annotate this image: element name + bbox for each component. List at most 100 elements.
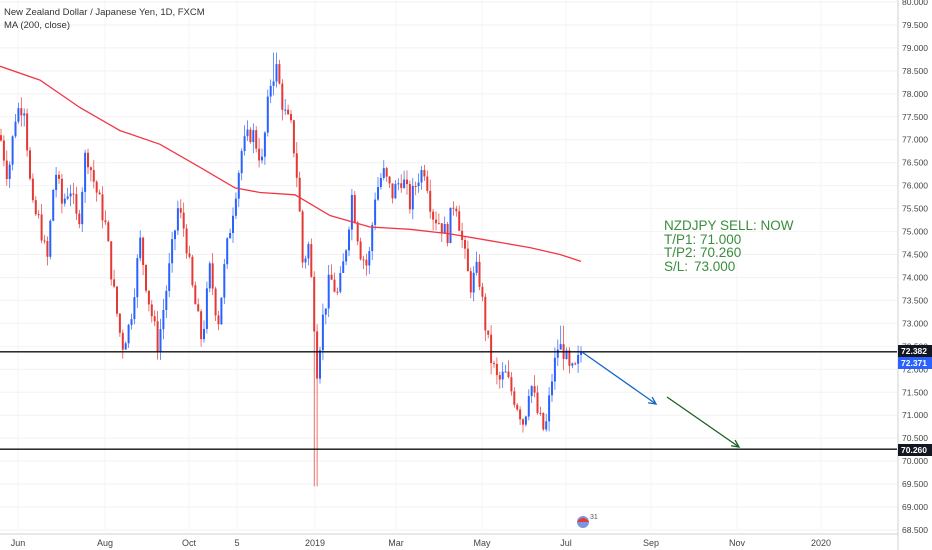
candle-body — [46, 241, 49, 257]
candle-body — [568, 350, 571, 366]
candle-body — [156, 321, 159, 353]
candle-body — [14, 121, 17, 137]
candle-body — [426, 176, 429, 191]
y-tick-label: 74.500 — [902, 250, 928, 260]
candle-body — [266, 96, 269, 133]
candle-body — [58, 174, 60, 179]
candle-body — [223, 264, 226, 298]
candle-body — [374, 199, 377, 225]
symbol-title[interactable]: New Zealand Dollar / Japanese Yen, 1D, F… — [4, 7, 205, 18]
candle-body — [130, 319, 133, 325]
chart-legend: New Zealand Dollar / Japanese Yen, 1D, F… — [4, 6, 205, 32]
candle-body — [339, 272, 342, 292]
candle-body — [310, 244, 313, 277]
price-label: 70.260 — [898, 444, 932, 456]
candle-body — [574, 363, 577, 365]
candle-body — [203, 328, 205, 340]
candle-body — [501, 371, 504, 380]
candle-body — [150, 304, 153, 317]
candle-body — [249, 129, 252, 143]
candle-body — [174, 230, 176, 240]
candle-body — [371, 224, 374, 252]
time-axis[interactable]: Jun Aug Oct 5 2019 Mar May Jul Sep Nov 2020 — [0, 533, 898, 548]
x-tick-label: Jul — [560, 538, 572, 548]
candle-body — [516, 404, 519, 410]
signal-line-4: S/L: 73.000 — [664, 259, 794, 274]
ma-200-line — [0, 65, 582, 263]
x-tick-label: Jun — [11, 538, 26, 548]
horizontal-lines[interactable] — [0, 351, 897, 450]
y-tick-label: 79.000 — [902, 43, 928, 53]
candle-body — [417, 182, 420, 187]
candle-body — [0, 135, 2, 141]
candle-body — [281, 83, 284, 110]
candle-body — [49, 220, 52, 257]
candle-body — [17, 108, 20, 122]
candle-body — [495, 363, 498, 376]
y-tick-label: 71.000 — [902, 410, 928, 420]
candle-body — [60, 178, 63, 204]
candle-body — [8, 164, 11, 179]
candle-body — [165, 290, 168, 311]
candle-body — [542, 413, 545, 430]
signal-line-1: NZDJPY SELL: NOW — [664, 218, 794, 233]
candle-body — [246, 129, 249, 137]
candle-body — [43, 240, 46, 242]
y-tick-label: 76.500 — [902, 158, 928, 168]
candle-body — [408, 184, 411, 210]
candle-body — [475, 261, 478, 273]
trade-signal-note[interactable]: NZDJPY SELL: NOW T/P1: 71.000 T/P2: 70.2… — [664, 219, 794, 273]
candle-body — [171, 239, 174, 264]
candle-body — [565, 350, 568, 359]
candle-body — [255, 130, 258, 149]
candle-body — [168, 263, 171, 291]
candle-body — [40, 214, 43, 241]
candle-body — [368, 251, 371, 266]
candle-body — [139, 237, 142, 259]
y-tick-label: 77.500 — [902, 112, 928, 122]
x-tick-label: 2020 — [811, 538, 831, 548]
candle-body — [110, 241, 113, 280]
candlestick-series — [0, 52, 582, 487]
candle-body — [397, 183, 400, 185]
candle-body — [333, 279, 336, 292]
candle-body — [147, 290, 150, 305]
tradingview-logo-icon[interactable]: 31 — [577, 514, 598, 528]
x-tick-label: Nov — [729, 538, 746, 548]
x-tick-label: 2019 — [305, 538, 325, 548]
candle-body — [11, 136, 14, 165]
target-1-arrow[interactable] — [581, 351, 658, 405]
candle-body — [443, 224, 446, 234]
y-tick-label: 73.500 — [902, 295, 928, 305]
candle-body — [127, 324, 130, 344]
candle-body — [437, 223, 440, 225]
x-tick-label: Sep — [643, 538, 659, 548]
y-tick-label: 77.000 — [902, 135, 928, 145]
candle-body — [124, 343, 127, 350]
candle-body — [188, 253, 191, 257]
svg-text:72.371: 72.371 — [901, 358, 927, 368]
candle-body — [313, 276, 316, 332]
candle-body — [217, 315, 220, 325]
candle-body — [559, 344, 562, 350]
indicator-label[interactable]: MA (200, close) — [4, 20, 70, 31]
candle-body — [205, 288, 208, 329]
candle-body — [571, 363, 574, 366]
candle-body — [252, 130, 255, 143]
candle-body — [519, 409, 522, 420]
target-2-arrow[interactable] — [666, 396, 741, 448]
y-tick-label: 75.000 — [902, 227, 928, 237]
candle-body — [391, 183, 394, 199]
candle-body — [382, 168, 385, 178]
candle-body — [498, 375, 501, 380]
candle-body — [113, 279, 116, 287]
candle-body — [536, 392, 539, 413]
candle-body — [287, 109, 290, 115]
candle-body — [136, 258, 139, 298]
candle-body — [513, 391, 516, 405]
candle-body — [365, 259, 368, 266]
price-axis[interactable]: 80.000 79.500 79.000 78.500 78.000 77.500 77.0… — [897, 0, 928, 550]
projection-arrows[interactable] — [581, 351, 741, 448]
candle-body — [472, 272, 475, 293]
